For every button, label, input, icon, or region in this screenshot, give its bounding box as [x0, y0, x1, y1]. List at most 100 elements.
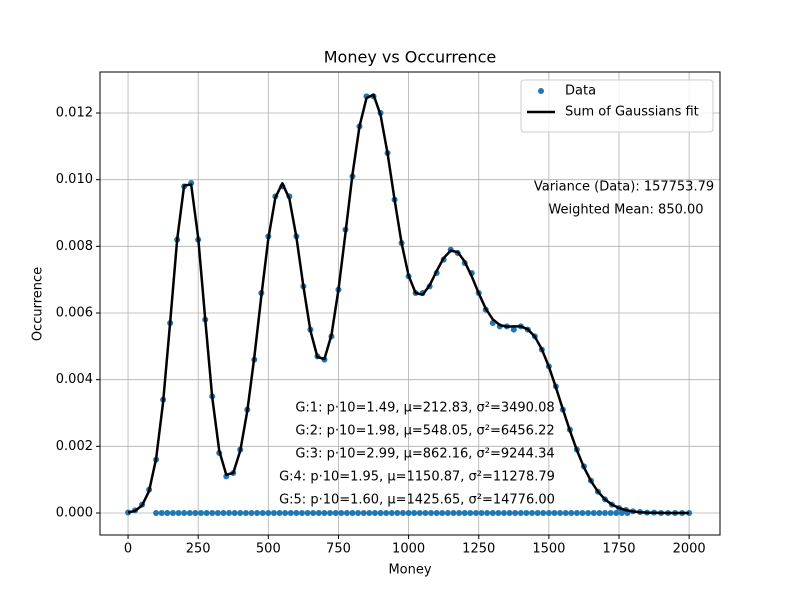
x-tick-label: 0 [124, 542, 132, 557]
data-point [220, 510, 227, 516]
data-point [512, 510, 519, 516]
data-point [203, 510, 210, 516]
data-point [590, 510, 597, 516]
data-point [276, 510, 283, 516]
data-point [355, 510, 362, 516]
y-tick-label: 0.010 [56, 172, 93, 187]
data-point [388, 510, 395, 516]
data-point [349, 510, 356, 516]
data-point [327, 510, 334, 516]
data-point [523, 510, 530, 516]
data-point [579, 510, 586, 516]
annotation: Weighted Mean: 850.00 [548, 203, 703, 218]
annotation: G:5: p·10=1.60, μ=1425.65, σ²=14776.00 [279, 493, 555, 508]
data-point [383, 510, 390, 516]
data-point [601, 510, 608, 516]
data-point [371, 510, 378, 516]
data-point [506, 510, 513, 516]
legend-label: Data [565, 84, 596, 99]
data-point [270, 510, 277, 516]
data-point [237, 510, 244, 516]
data-point [562, 510, 569, 516]
data-point [607, 510, 614, 516]
data-point [282, 510, 289, 516]
annotation: Variance (Data): 157753.79 [534, 180, 714, 195]
data-point [416, 510, 423, 516]
data-point [360, 510, 367, 516]
y-axis-label: Occurrence [31, 267, 46, 341]
y-tick-label: 0.002 [56, 439, 93, 454]
y-tick-label: 0.004 [56, 372, 93, 387]
data-point [304, 510, 311, 516]
legend-label: Sum of Gaussians fit [565, 105, 699, 120]
data-point [405, 510, 412, 516]
data-point [175, 510, 182, 516]
annotation: G:2: p·10=1.98, μ=548.05, σ²=6456.22 [295, 424, 554, 439]
data-point [439, 510, 446, 516]
data-point [461, 510, 468, 516]
data-point [686, 510, 693, 516]
data-point [495, 510, 502, 516]
data-point [422, 510, 429, 516]
data-point [557, 510, 564, 516]
data-point [428, 510, 435, 516]
data-point [366, 510, 373, 516]
data-point [287, 510, 294, 516]
y-tick-label: 0.006 [56, 306, 93, 321]
data-point [394, 510, 401, 516]
data-point [310, 510, 317, 516]
data-point [573, 510, 580, 516]
data-point [596, 510, 603, 516]
data-point [181, 510, 188, 516]
data-point [231, 510, 238, 516]
x-axis-label: Money [388, 563, 431, 578]
data-point [164, 510, 171, 516]
data-point [613, 510, 620, 516]
data-point [467, 510, 474, 516]
chart-title: Money vs Occurrence [324, 48, 497, 67]
data-point [551, 510, 558, 516]
data-point [456, 510, 463, 516]
annotation: G:1: p·10=1.49, μ=212.83, σ²=3490.08 [295, 401, 554, 416]
data-point [315, 510, 322, 516]
x-tick-label: 1750 [602, 542, 635, 557]
data-point [259, 510, 266, 516]
data-point [411, 510, 418, 516]
data-point [186, 510, 193, 516]
x-tick-label: 1000 [392, 542, 425, 557]
data-point [214, 510, 221, 516]
data-point [399, 510, 406, 516]
data-point [472, 510, 479, 516]
x-tick-label: 1500 [532, 542, 565, 557]
data-point [529, 510, 536, 516]
data-point [545, 510, 552, 516]
data-point [332, 510, 339, 516]
data-point [298, 510, 305, 516]
data-point [500, 510, 507, 516]
x-tick-label: 1250 [462, 542, 495, 557]
data-point [254, 510, 261, 516]
data-point [343, 510, 350, 516]
data-point [226, 510, 233, 516]
data-point [444, 510, 451, 516]
data-point [265, 510, 272, 516]
y-tick-label: 0.000 [56, 506, 93, 521]
y-tick-label: 0.008 [56, 239, 93, 254]
data-point [192, 510, 199, 516]
data-point [248, 510, 255, 516]
y-tick-label: 0.012 [56, 106, 93, 121]
data-point [540, 510, 547, 516]
x-tick-label: 2000 [673, 542, 706, 557]
data-point [585, 510, 592, 516]
data-point [158, 510, 165, 516]
data-point [321, 510, 328, 516]
data-point [209, 510, 216, 516]
plot-frame [99, 71, 721, 536]
data-point [242, 510, 249, 516]
annotation: G:3: p·10=2.99, μ=862.16, σ²=9244.34 [295, 447, 554, 462]
data-point [197, 510, 204, 516]
x-tick-label: 500 [256, 542, 281, 557]
data-point [433, 510, 440, 516]
x-tick-label: 750 [326, 542, 351, 557]
